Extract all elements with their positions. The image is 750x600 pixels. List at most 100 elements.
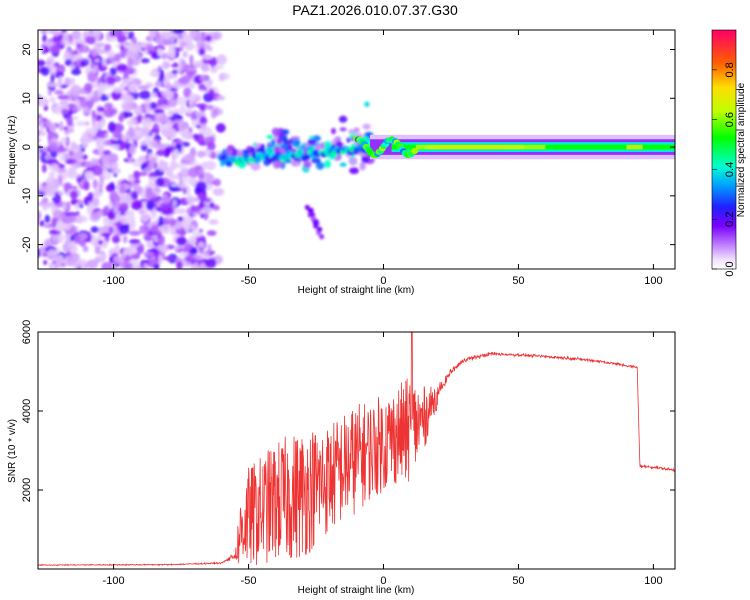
noise-blob: [218, 72, 226, 82]
noise-blob: [107, 108, 118, 115]
noise-blob: [66, 257, 76, 267]
noise-blob: [68, 103, 75, 109]
noise-blob: [64, 129, 70, 135]
noise-blob: [153, 108, 165, 114]
noise-blob: [166, 149, 171, 156]
noise-blob: [90, 96, 100, 103]
noise-blob: [38, 101, 44, 107]
noise-blob: [179, 43, 184, 50]
noise-blob: [200, 123, 207, 130]
noise-blob: [161, 229, 170, 234]
noise-blob: [75, 150, 84, 161]
spectrogram-heatmap: [25, 30, 675, 269]
scatter-blob: [250, 162, 261, 171]
noise-blob: [125, 262, 133, 269]
scatter-blob: [315, 161, 325, 170]
noise-blob: [43, 260, 48, 265]
noise-blob: [179, 167, 191, 178]
noise-blob: [127, 57, 133, 69]
noise-blob: [182, 177, 187, 186]
noise-blob: [90, 47, 99, 58]
noise-blob: [27, 161, 36, 171]
noise-blob: [155, 149, 166, 157]
noise-blob: [69, 77, 76, 85]
noise-blob: [118, 140, 126, 151]
noise-blob: [91, 197, 100, 207]
noise-blob: [196, 150, 206, 158]
noise-blob: [162, 61, 171, 70]
noise-blob: [60, 30, 68, 33]
colorbar-tick-label: 0.8: [724, 62, 736, 77]
y-tick-label: 2000: [21, 478, 33, 502]
noise-blob: [25, 222, 31, 231]
noise-blob: [92, 179, 98, 189]
noise-blob: [199, 116, 208, 126]
tone-hot-segment: [415, 144, 546, 150]
noise-blob: [40, 30, 48, 35]
noise-blob: [75, 98, 80, 107]
noise-blob: [193, 60, 203, 68]
noise-blob: [102, 149, 111, 156]
noise-blob: [129, 144, 136, 156]
noise-blob: [38, 210, 42, 222]
noise-blob: [44, 153, 51, 160]
snr-line: [38, 332, 675, 567]
noise-blob: [148, 162, 155, 170]
noise-blob: [159, 104, 171, 110]
noise-blob: [119, 202, 129, 211]
noise-blob: [170, 63, 179, 68]
noise-blob: [104, 102, 114, 110]
noise-blob: [209, 202, 214, 209]
noise-blob: [64, 201, 71, 212]
noise-blob: [213, 65, 224, 70]
noise-blob: [63, 153, 71, 161]
noise-blob: [97, 210, 104, 217]
noise-blob: [52, 260, 57, 265]
spectrogram-y-axis-title: Frequency (Hz): [7, 116, 18, 185]
spectrogram-blobs: [25, 30, 375, 269]
noise-blob: [205, 174, 215, 184]
noise-blob: [148, 139, 159, 148]
noise-blob: [116, 63, 128, 72]
y-tick-label: 10: [21, 92, 33, 104]
noise-blob: [84, 121, 90, 126]
noise-blob: [96, 106, 105, 113]
noise-blob: [120, 48, 126, 59]
noise-blob: [106, 49, 116, 58]
noise-blob: [177, 120, 188, 132]
noise-blob: [174, 245, 180, 251]
noise-blob: [71, 30, 82, 41]
noise-blob: [184, 153, 196, 163]
noise-blob: [67, 126, 75, 133]
noise-blob: [205, 44, 211, 50]
y-tick-label: -10: [21, 188, 33, 204]
noise-blob: [208, 219, 219, 225]
noise-blob: [93, 191, 102, 198]
colorbar-tick-label: 0.4: [724, 162, 736, 177]
noise-blob: [172, 199, 177, 208]
noise-blob: [125, 254, 131, 261]
noise-blob: [129, 230, 141, 236]
noise-blob: [128, 83, 140, 93]
noise-blob: [31, 152, 36, 162]
noise-blob: [176, 96, 187, 106]
noise-blob: [132, 53, 143, 59]
noise-blob: [52, 195, 62, 204]
noise-blob: [89, 212, 101, 222]
noise-blob: [83, 106, 90, 114]
noise-blob: [109, 181, 115, 190]
noise-blob: [92, 164, 103, 176]
noise-blob: [114, 199, 120, 210]
noise-blob: [133, 170, 141, 180]
colorbar-tick-label: 0.6: [724, 112, 736, 127]
noise-blob: [140, 126, 151, 137]
noise-blob: [182, 50, 189, 58]
noise-blob: [162, 38, 172, 46]
noise-blob: [208, 88, 215, 98]
scatter-blob: [348, 156, 358, 166]
noise-blob: [182, 187, 187, 195]
noise-blob: [49, 123, 57, 133]
spectrogram-x-axis-title: Height of straight line (km): [298, 285, 415, 296]
